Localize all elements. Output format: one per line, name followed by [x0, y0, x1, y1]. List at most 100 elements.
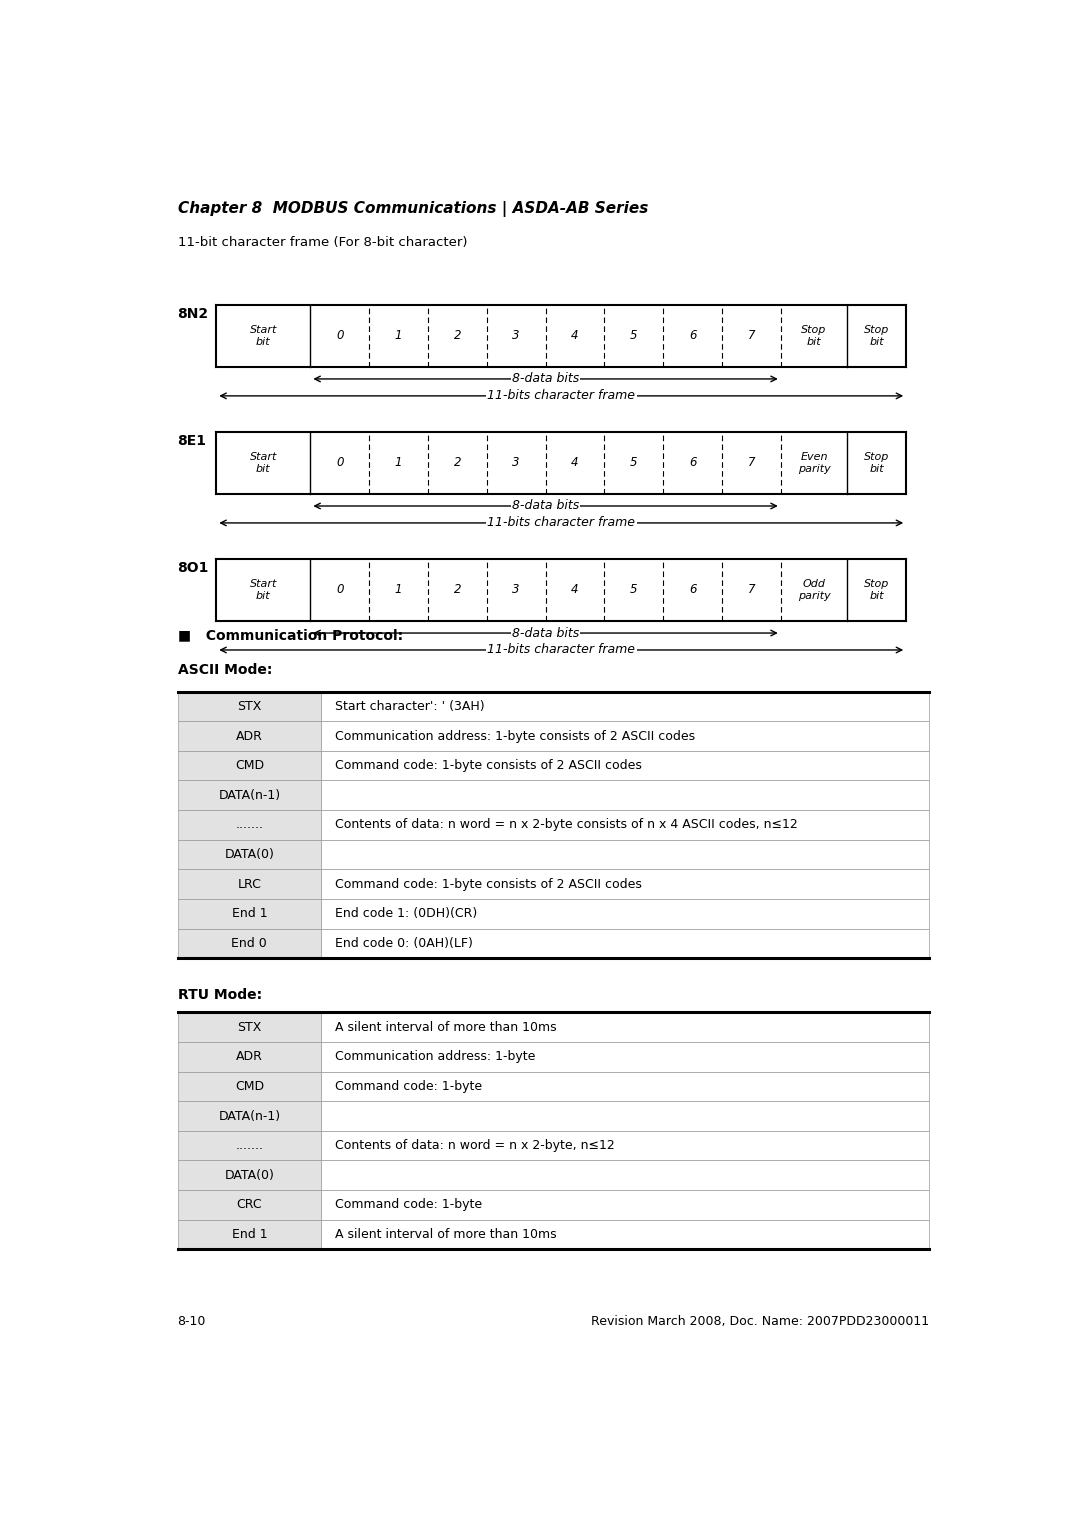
Text: Start
bit: Start bit: [249, 325, 278, 347]
Bar: [321, 869, 930, 898]
Text: 1: 1: [395, 584, 403, 596]
Text: DATA(0): DATA(0): [225, 1169, 274, 1181]
Bar: [321, 1160, 930, 1190]
Text: 3: 3: [512, 457, 519, 469]
Text: 1: 1: [395, 330, 403, 342]
Text: A silent interval of more than 10ms: A silent interval of more than 10ms: [335, 1021, 556, 1033]
Bar: [177, 1190, 321, 1219]
Bar: [321, 898, 930, 929]
Text: Stop
bit: Stop bit: [864, 452, 890, 474]
Bar: [321, 1131, 930, 1160]
Text: ASCII Mode:: ASCII Mode:: [177, 663, 272, 677]
Bar: [177, 929, 321, 958]
Text: A silent interval of more than 10ms: A silent interval of more than 10ms: [335, 1229, 556, 1241]
Text: LRC: LRC: [238, 877, 261, 891]
Text: 0: 0: [336, 584, 343, 596]
Text: Revision March 2008, Doc. Name: 2007PDD23000011: Revision March 2008, Doc. Name: 2007PDD2…: [591, 1314, 930, 1328]
Text: 6: 6: [689, 584, 697, 596]
Bar: [177, 869, 321, 898]
Text: STX: STX: [238, 700, 261, 714]
Text: RTU Mode:: RTU Mode:: [177, 987, 261, 1002]
Text: 8N2: 8N2: [177, 307, 208, 321]
Text: End code 0: (0AH)(LF): End code 0: (0AH)(LF): [335, 937, 473, 950]
Text: STX: STX: [238, 1021, 261, 1033]
Bar: [321, 1042, 930, 1071]
Text: Contents of data: n word = n x 2-byte, n≤12: Contents of data: n word = n x 2-byte, n…: [335, 1140, 615, 1152]
Bar: [177, 1102, 321, 1131]
Text: End 1: End 1: [231, 1229, 267, 1241]
Bar: [321, 1102, 930, 1131]
Text: 11-bits character frame: 11-bits character frame: [487, 643, 635, 657]
Text: 8-data bits: 8-data bits: [512, 500, 579, 512]
Text: 2: 2: [454, 457, 461, 469]
Text: DATA(n-1): DATA(n-1): [218, 1109, 281, 1123]
Text: 8E1: 8E1: [177, 434, 206, 448]
Text: ■   Communication Protocol:: ■ Communication Protocol:: [177, 628, 403, 642]
Text: Start
bit: Start bit: [249, 579, 278, 601]
Text: Start character': ' (3AH): Start character': ' (3AH): [335, 700, 485, 714]
Text: 4: 4: [571, 584, 579, 596]
Text: Odd
parity: Odd parity: [798, 579, 831, 601]
Text: 8O1: 8O1: [177, 561, 210, 576]
Text: Stop
bit: Stop bit: [801, 325, 826, 347]
Bar: [321, 840, 930, 869]
Bar: [177, 1012, 321, 1042]
Bar: [177, 692, 321, 721]
Text: 4: 4: [571, 457, 579, 469]
Text: 2: 2: [454, 330, 461, 342]
Text: End 1: End 1: [231, 908, 267, 920]
Bar: [321, 692, 930, 721]
Bar: [321, 1219, 930, 1250]
Bar: [321, 1012, 930, 1042]
Bar: [321, 781, 930, 810]
Text: 5: 5: [630, 584, 637, 596]
Text: 11-bits character frame: 11-bits character frame: [487, 390, 635, 402]
Bar: [177, 750, 321, 781]
Text: Chapter 8  MODBUS Communications | ASDA-AB Series: Chapter 8 MODBUS Communications | ASDA-A…: [177, 202, 648, 217]
Text: Stop
bit: Stop bit: [864, 579, 890, 601]
Text: CRC: CRC: [237, 1198, 262, 1212]
Text: 3: 3: [512, 584, 519, 596]
Text: 8-data bits: 8-data bits: [512, 373, 579, 385]
Text: .......: .......: [235, 1140, 264, 1152]
Bar: [321, 721, 930, 750]
Text: 8-10: 8-10: [177, 1314, 206, 1328]
Bar: [177, 721, 321, 750]
Bar: [321, 750, 930, 781]
Bar: [177, 840, 321, 869]
Text: Command code: 1-byte consists of 2 ASCII codes: Command code: 1-byte consists of 2 ASCII…: [335, 877, 642, 891]
Bar: [177, 1071, 321, 1102]
Text: DATA(n-1): DATA(n-1): [218, 788, 281, 802]
Text: 11-bit character frame (For 8-bit character): 11-bit character frame (For 8-bit charac…: [177, 235, 468, 249]
Text: 7: 7: [747, 457, 755, 469]
Text: 7: 7: [747, 330, 755, 342]
Text: 0: 0: [336, 330, 343, 342]
Text: 2: 2: [454, 584, 461, 596]
Bar: [321, 929, 930, 958]
Bar: [177, 1219, 321, 1250]
Bar: [321, 810, 930, 840]
Text: Stop
bit: Stop bit: [864, 325, 890, 347]
Bar: [321, 1071, 930, 1102]
Bar: [321, 1190, 930, 1219]
Text: Start
bit: Start bit: [249, 452, 278, 474]
Text: 3: 3: [512, 330, 519, 342]
Text: 11-bits character frame: 11-bits character frame: [487, 516, 635, 529]
Text: Communication address: 1-byte consists of 2 ASCII codes: Communication address: 1-byte consists o…: [335, 729, 696, 743]
Text: 6: 6: [689, 330, 697, 342]
Text: 1: 1: [395, 457, 403, 469]
Bar: [177, 810, 321, 840]
Text: 4: 4: [571, 330, 579, 342]
Text: Even
parity: Even parity: [798, 452, 831, 474]
Text: ADR: ADR: [235, 1050, 262, 1063]
Text: Command code: 1-byte consists of 2 ASCII codes: Command code: 1-byte consists of 2 ASCII…: [335, 759, 642, 772]
Text: 6: 6: [689, 457, 697, 469]
Text: Command code: 1-byte: Command code: 1-byte: [335, 1080, 482, 1093]
Text: 5: 5: [630, 330, 637, 342]
Text: End code 1: (0DH)(CR): End code 1: (0DH)(CR): [335, 908, 477, 920]
Text: ADR: ADR: [235, 729, 262, 743]
Text: CMD: CMD: [234, 1080, 264, 1093]
Text: CMD: CMD: [234, 759, 264, 772]
Bar: [177, 1042, 321, 1071]
Bar: [177, 1131, 321, 1160]
